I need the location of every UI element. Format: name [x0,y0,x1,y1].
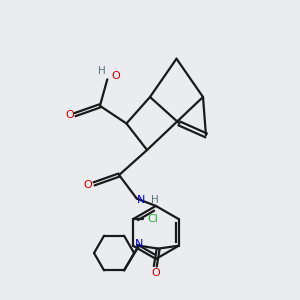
Text: N: N [135,239,143,249]
Text: Cl: Cl [147,214,158,224]
Text: H: H [151,195,159,205]
Text: O: O [83,180,92,190]
Text: H: H [98,66,106,76]
Text: N: N [137,195,146,205]
Text: O: O [111,71,120,81]
Text: O: O [65,110,74,120]
Text: O: O [151,268,160,278]
